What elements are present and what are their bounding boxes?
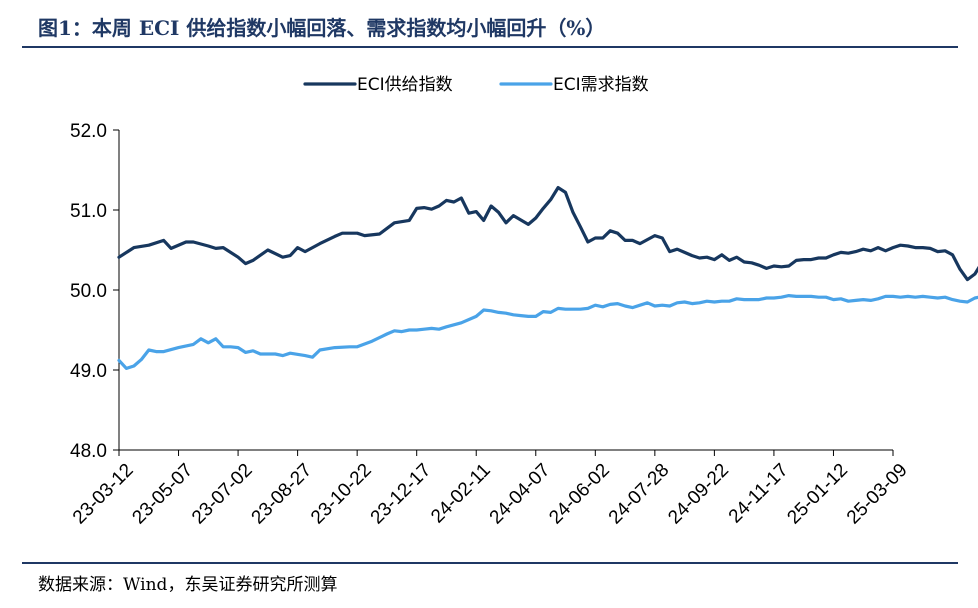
x-tick-label: 24-09-22	[664, 460, 733, 529]
x-tick-label: 24-06-02	[545, 460, 614, 529]
y-tick-label: 49.0	[70, 361, 107, 382]
x-tick-label: 25-01-12	[783, 460, 852, 529]
x-tick-label: 23-12-17	[367, 460, 436, 529]
x-tick-label: 23-05-07	[128, 460, 197, 529]
x-tick-label: 23-08-27	[248, 460, 317, 529]
x-tick-label: 24-11-17	[725, 460, 793, 528]
source-note: 数据来源：Wind，东吴证券研究所测算	[38, 575, 338, 595]
y-tick-label: 52.0	[70, 121, 107, 142]
x-tick-label: 25-03-09	[843, 460, 912, 529]
x-tick-label: 23-03-12	[69, 460, 138, 529]
x-tick-label: 23-07-02	[188, 460, 257, 529]
x-tick-label: 24-04-07	[486, 460, 555, 529]
y-axis: 48.0 49.0 50.0 51.0 52.0	[70, 121, 120, 462]
x-tick-label: 24-07-28	[605, 460, 674, 529]
legend-label-demand: ECI需求指数	[553, 75, 649, 95]
x-tick-label: 23-10-22	[307, 460, 376, 529]
x-axis: 23-03-1223-05-0723-07-0223-08-2723-10-22…	[69, 449, 912, 529]
x-tick-label: 24-02-11	[427, 460, 495, 528]
source-rule	[22, 562, 958, 564]
y-tick-label: 48.0	[70, 441, 107, 462]
series-layer	[117, 186, 978, 370]
title-rule	[22, 46, 958, 48]
series-line-demand	[117, 294, 978, 370]
eci-line-chart: ECI供给指数 ECI需求指数 48.0 49.0 50.0 51.0 52.0 23-0…	[69, 75, 978, 529]
chart-legend: ECI供给指数 ECI需求指数	[303, 75, 649, 95]
y-tick-label: 51.0	[70, 201, 107, 222]
y-tick-label: 50.0	[70, 281, 107, 302]
legend-label-supply: ECI供给指数	[357, 75, 453, 95]
series-line-supply	[117, 186, 978, 282]
figure-title: 图1：本周 ECI 供给指数小幅回落、需求指数均小幅回升（%）	[38, 16, 606, 40]
